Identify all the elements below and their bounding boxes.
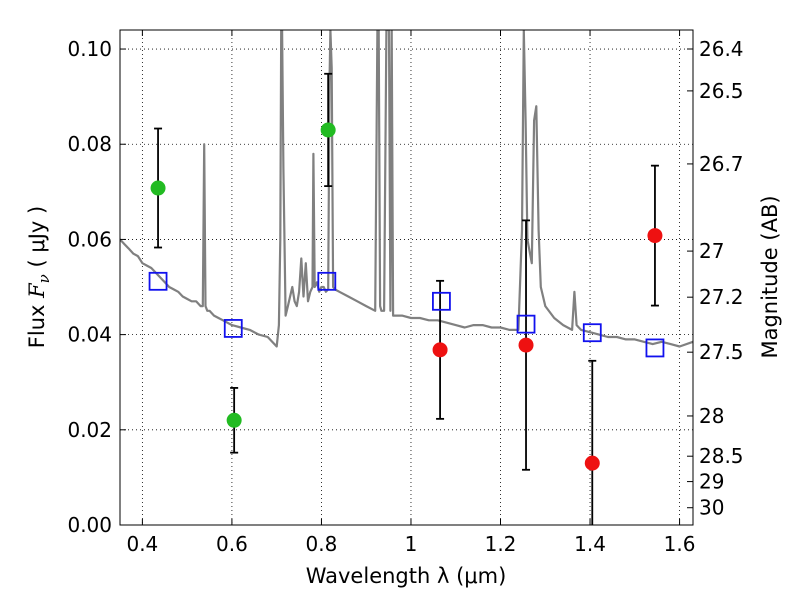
mag-tick-label: 27.5 bbox=[699, 340, 744, 364]
axis-ticks bbox=[120, 30, 693, 526]
data-point bbox=[647, 228, 663, 244]
mag-tick-label: 26.7 bbox=[699, 152, 744, 176]
model-photometry-point bbox=[645, 338, 665, 358]
mag-tick-label: 28.5 bbox=[699, 444, 744, 468]
y-axis-title-subscript: ν bbox=[35, 274, 53, 283]
model-photometry-point bbox=[148, 271, 168, 291]
x-tick-label: 0.6 bbox=[216, 532, 248, 556]
mag-tick-label: 27.2 bbox=[699, 285, 744, 309]
x-tick-labels: 0.4 0.6 0.8 1 1.2 1.4 1.6 bbox=[126, 532, 695, 556]
model-photometry-point bbox=[432, 291, 451, 311]
y-tick-label: 0.00 bbox=[67, 513, 112, 537]
model-photometry-point bbox=[516, 314, 536, 334]
model-spectrum-layer bbox=[120, 30, 693, 348]
y-tick-label: 0.10 bbox=[67, 37, 112, 61]
y-axis-title-unit: ( μJy ) bbox=[25, 206, 49, 274]
data-point bbox=[584, 455, 600, 471]
grid-lines bbox=[120, 30, 693, 526]
x-tick-label: 1.4 bbox=[574, 532, 606, 556]
x-tick-label: 1.6 bbox=[664, 532, 696, 556]
mag-tick-label: 30 bbox=[699, 496, 724, 520]
data-point bbox=[518, 337, 534, 353]
data-point bbox=[226, 412, 242, 428]
data-points-layer bbox=[148, 72, 665, 525]
data-point bbox=[150, 180, 166, 196]
model-spectrum-line bbox=[120, 30, 693, 348]
x-axis-title: Wavelength λ (μm) bbox=[306, 564, 507, 588]
y-tick-label: 0.04 bbox=[67, 323, 112, 347]
x-tick-label: 1.2 bbox=[485, 532, 517, 556]
y-tick-label: 0.02 bbox=[67, 418, 112, 442]
x-tick-label: 0.4 bbox=[126, 532, 158, 556]
data-point bbox=[432, 342, 448, 358]
y-axis-title: Flux Fν ( μJy ) bbox=[25, 206, 53, 348]
x-tick-label: 0.8 bbox=[306, 532, 338, 556]
model-photometry-point bbox=[582, 323, 602, 343]
y-tick-labels: 0.00 0.02 0.04 0.06 0.08 0.10 bbox=[67, 37, 112, 537]
model-photometry-point bbox=[223, 319, 243, 338]
right-axis-title: Magnitude (AB) bbox=[758, 195, 782, 358]
mag-tick-label: 26.4 bbox=[699, 37, 744, 61]
y-axis-title-main: Flux bbox=[25, 298, 49, 348]
y-axis-title-symbol: F bbox=[25, 282, 49, 299]
mag-tick-label: 27 bbox=[699, 239, 724, 263]
data-point bbox=[320, 122, 336, 138]
model-photometry-point bbox=[317, 271, 337, 291]
mag-tick-label: 28 bbox=[699, 404, 724, 428]
mag-tick-label: 26.5 bbox=[699, 79, 744, 103]
y-tick-label: 0.08 bbox=[67, 132, 112, 156]
mag-tick-label: 29 bbox=[699, 470, 724, 494]
plot-frame bbox=[119, 29, 694, 526]
y-tick-label: 0.06 bbox=[67, 227, 112, 251]
x-tick-label: 1 bbox=[405, 532, 418, 556]
